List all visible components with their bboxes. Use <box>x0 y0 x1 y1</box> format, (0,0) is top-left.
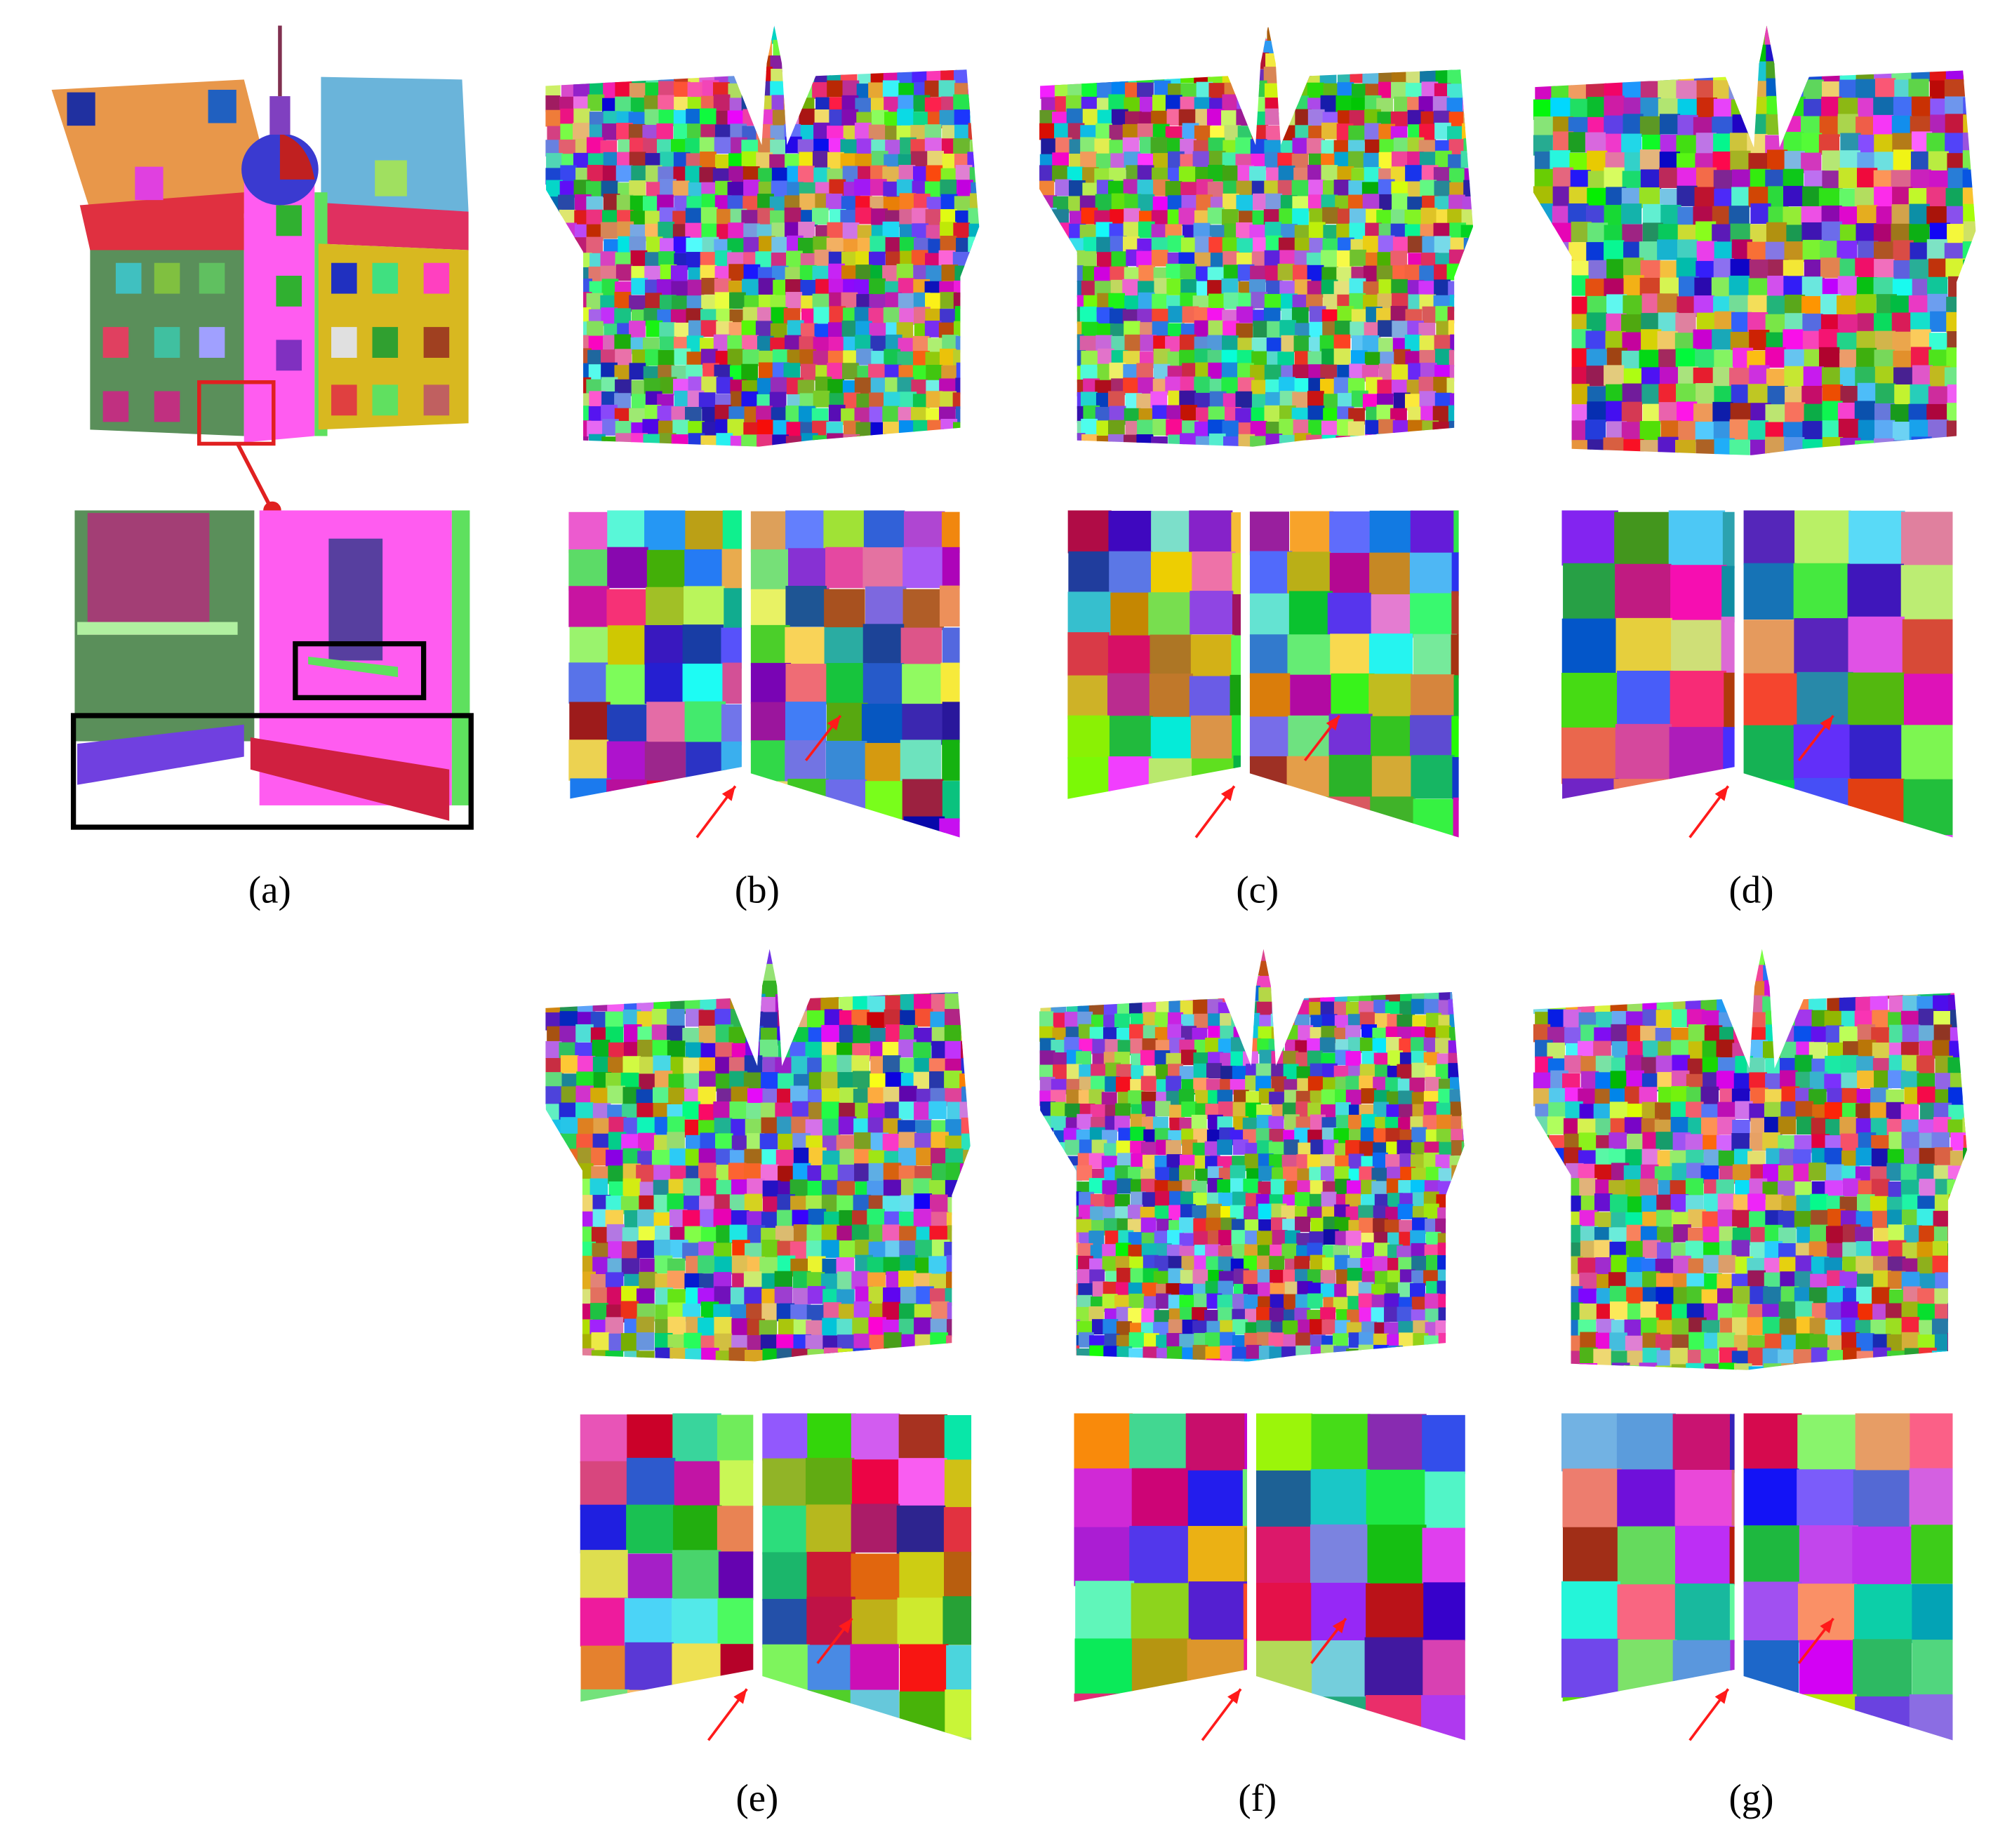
arrow <box>695 714 842 838</box>
zoom-image <box>1743 510 1953 838</box>
panel-label: (d) <box>1729 869 1774 911</box>
segmentation-image <box>1533 25 1976 455</box>
zoom-image <box>1743 1413 1953 1741</box>
panel-label: (g) <box>1729 1776 1774 1819</box>
panel-label: (b) <box>735 869 780 911</box>
panel-a-zoom <box>70 510 474 830</box>
panel-label: (e) <box>735 1776 778 1819</box>
zoom-image <box>1067 510 1241 799</box>
zoom-image <box>762 1413 972 1741</box>
arrow <box>1688 1617 1834 1741</box>
arrow <box>1194 714 1341 838</box>
zoom-image <box>1074 1413 1248 1702</box>
segmentation-image <box>1533 949 1967 1370</box>
segmentation-image <box>1039 25 1474 447</box>
panel-label: (c) <box>1236 869 1279 911</box>
zoom-image <box>750 510 960 838</box>
zoom-image <box>1249 510 1459 838</box>
arrow <box>1201 1617 1347 1741</box>
panel-a-image <box>51 25 469 520</box>
panel-label: (f) <box>1238 1776 1277 1819</box>
zoom-image <box>568 510 742 799</box>
panel-label: (a) <box>248 869 291 911</box>
zoom-image <box>1255 1413 1465 1741</box>
segmentation-image <box>1039 949 1465 1362</box>
arrow <box>707 1617 853 1741</box>
zoom-image <box>580 1413 754 1702</box>
segmentation-image <box>545 25 980 447</box>
zoom-image <box>1561 510 1735 799</box>
arrow <box>1688 714 1834 838</box>
segmentation-image <box>545 949 971 1362</box>
